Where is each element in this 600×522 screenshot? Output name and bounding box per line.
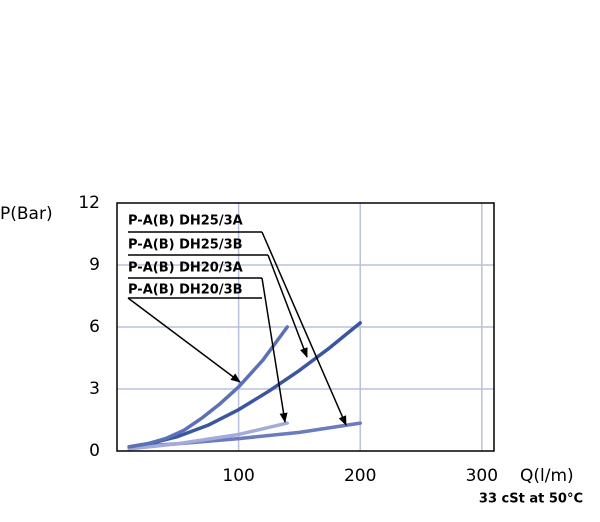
annotations <box>127 231 347 426</box>
plot-frame <box>116 202 495 452</box>
series-line <box>127 421 362 449</box>
x-tick-label: 300 <box>466 466 498 486</box>
y-tick-label: 3 <box>89 379 100 399</box>
y-tick-label: 12 <box>78 193 100 213</box>
y-tick-label: 9 <box>89 255 100 275</box>
x-axis-label: Q(l/m) <box>520 466 574 486</box>
series-label: P-A(B) DH20/3B <box>128 283 243 298</box>
x-tick-label: 200 <box>344 466 376 486</box>
x-tick-label: 100 <box>222 466 254 486</box>
series-label: P-A(B) DH20/3A <box>128 261 243 276</box>
series-label: P-A(B) DH25/3A <box>128 214 243 229</box>
arrow <box>127 297 241 383</box>
series-line <box>127 325 290 449</box>
y-tick-label: 0 <box>89 441 100 461</box>
note: 33 cSt at 50°C <box>479 492 583 507</box>
arrow <box>267 254 308 358</box>
series-label: P-A(B) DH25/3B <box>128 238 243 253</box>
series-line <box>127 421 290 451</box>
y-axis-label: P(Bar) <box>0 204 53 224</box>
arrow <box>261 277 288 423</box>
y-tick-label: 6 <box>89 317 100 337</box>
arrow <box>261 231 347 426</box>
